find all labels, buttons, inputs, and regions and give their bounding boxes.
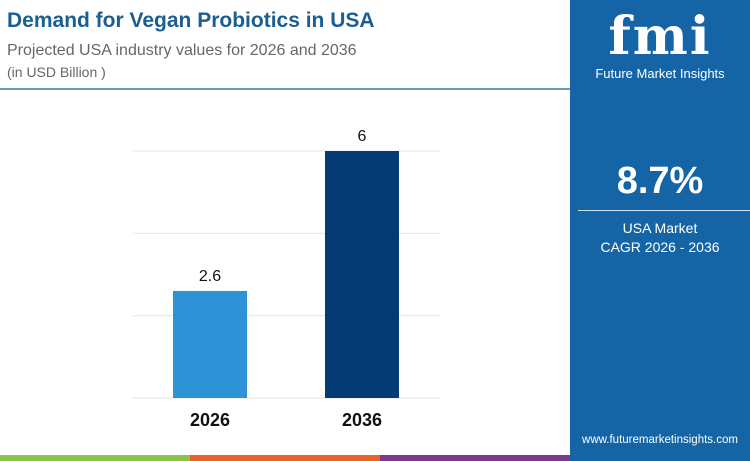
fmi-logo: fmi Future Market Insights xyxy=(570,6,750,82)
cagr-label-period: CAGR 2026 - 2036 xyxy=(600,239,720,255)
chart-unit: (in USD Billion ) xyxy=(7,64,106,80)
header-divider xyxy=(0,88,570,90)
bar-chart: 2.6 2026 6 2036 xyxy=(133,128,440,430)
logo-caption: Future Market Insights xyxy=(595,66,725,81)
stripe-green xyxy=(0,455,190,461)
x-tick-label: 2036 xyxy=(342,410,382,430)
cagr-label-market: USA Market xyxy=(622,220,698,236)
chart-title: Demand for Vegan Probiotics in USA xyxy=(7,9,375,32)
logo-mark: fmi xyxy=(608,6,712,67)
cagr-label: USA Market CAGR 2026 - 2036 xyxy=(570,219,750,257)
data-label: 2.6 xyxy=(199,268,221,285)
x-tick-label: 2026 xyxy=(190,410,230,430)
cagr-divider xyxy=(578,210,750,211)
stripe-purple xyxy=(380,455,570,461)
chart-subtitle: Projected USA industry values for 2026 a… xyxy=(7,42,357,59)
website-link[interactable]: www.futuremarketinsights.com xyxy=(582,434,738,446)
data-label: 6 xyxy=(358,128,367,145)
cagr-value: 8.7% xyxy=(616,160,704,202)
bar-2026 xyxy=(173,290,247,398)
side-panel: fmi Future Market Insights 8.7% USA Mark… xyxy=(570,0,750,461)
bar-2036 xyxy=(325,151,399,398)
stripe-orange xyxy=(190,455,380,461)
